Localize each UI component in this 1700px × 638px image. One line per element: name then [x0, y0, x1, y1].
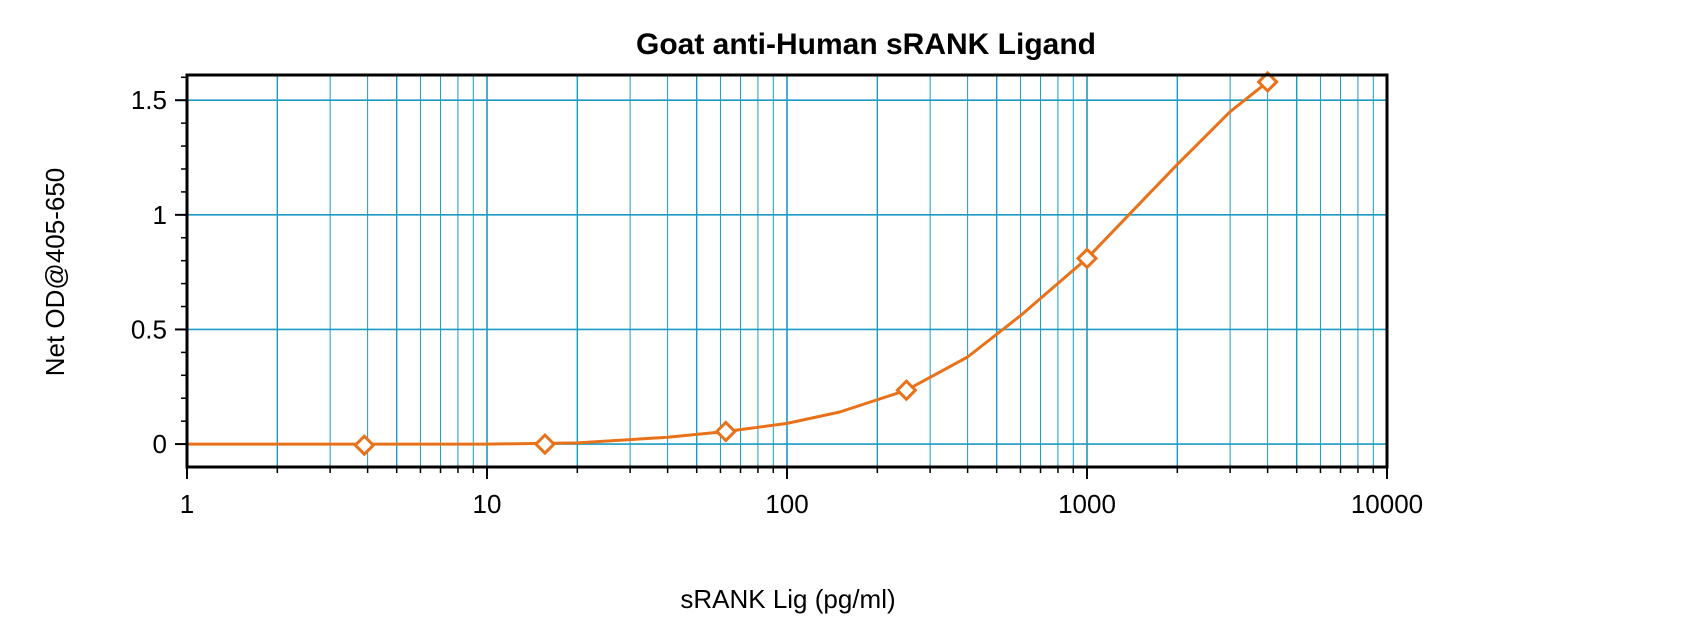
x-tick-label: 10000: [1351, 489, 1423, 519]
data-point: [714, 420, 737, 443]
y-tick-label: 1: [153, 200, 167, 230]
data-point: [1075, 247, 1099, 270]
axes: 1 10 100 1000 10000 0 0.5 1 1.5: [131, 76, 1423, 519]
fit-curve-layer: [187, 80, 1269, 446]
x-tick-label: 100: [765, 489, 808, 519]
x-axis-label: sRANK Lig (pg/ml): [680, 584, 895, 614]
data-point: [895, 379, 918, 402]
fit-curve: [187, 80, 1269, 446]
grid-lines: [187, 75, 1387, 467]
y-tick-label: 1.5: [131, 85, 167, 115]
y-axis-label: Net OD@405-650: [40, 168, 70, 377]
y-tick-label: 0.5: [131, 314, 167, 344]
y-tick-label: 0: [153, 429, 167, 459]
x-tick-label: 10: [473, 489, 502, 519]
chart-title: Goat anti-Human sRANK Ligand: [636, 28, 1096, 61]
data-point: [353, 434, 376, 457]
data-point: [533, 432, 557, 456]
x-tick-label: 1000: [1058, 489, 1116, 519]
data-points-layer: [353, 70, 1279, 457]
data-point: [1256, 70, 1279, 93]
x-tick-label: 1: [180, 489, 194, 519]
